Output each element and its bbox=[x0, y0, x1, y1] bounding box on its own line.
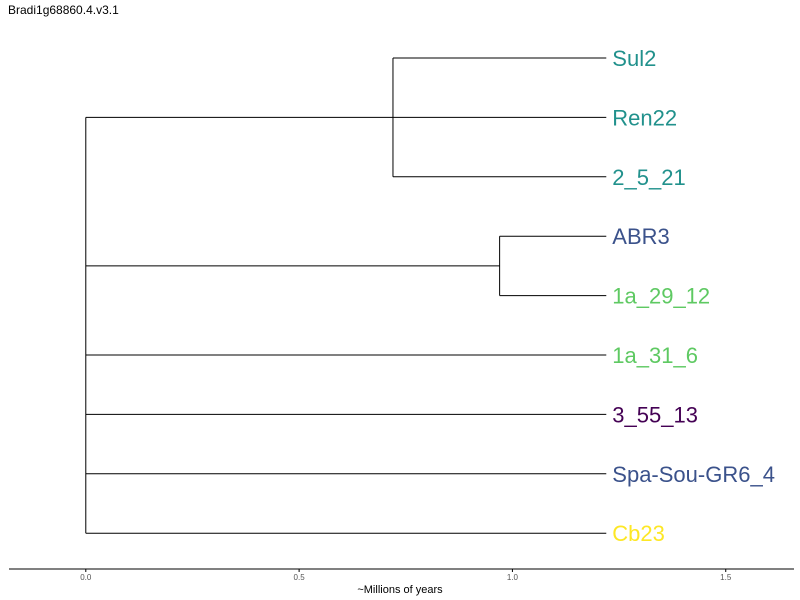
leaf-label: Ren22 bbox=[612, 105, 677, 130]
x-axis: 0.0 0.5 1.0 1.5 ~Millions of years bbox=[9, 568, 794, 596]
x-axis-ticks: 0.0 0.5 1.0 1.5 bbox=[80, 569, 732, 582]
leaf-label: Sul2 bbox=[612, 46, 656, 71]
x-tick-label: 1.0 bbox=[507, 573, 519, 582]
leaf-label: 1a_29_12 bbox=[612, 284, 710, 309]
leaf-labels: Sul2 Ren22 2_5_21 ABR3 1a_29_12 1a_31_6 3_55_1… bbox=[612, 46, 775, 546]
tree-branches bbox=[85, 57, 607, 534]
x-axis-label: ~Millions of years bbox=[357, 584, 443, 596]
leaf-label: Spa-Sou-GR6_4 bbox=[612, 462, 775, 487]
leaf-label: 1a_31_6 bbox=[612, 343, 698, 368]
leaf-label: 3_55_13 bbox=[612, 402, 698, 427]
leaf-label: Cb23 bbox=[612, 521, 665, 546]
tree-title: Bradi1g68860.4.v3.1 bbox=[8, 3, 119, 17]
x-tick-label: 0.5 bbox=[294, 573, 306, 582]
x-tick-label: 0.0 bbox=[80, 573, 92, 582]
leaf-label: ABR3 bbox=[612, 224, 669, 249]
leaf-label: 2_5_21 bbox=[612, 165, 685, 190]
x-tick-label: 1.5 bbox=[720, 573, 732, 582]
